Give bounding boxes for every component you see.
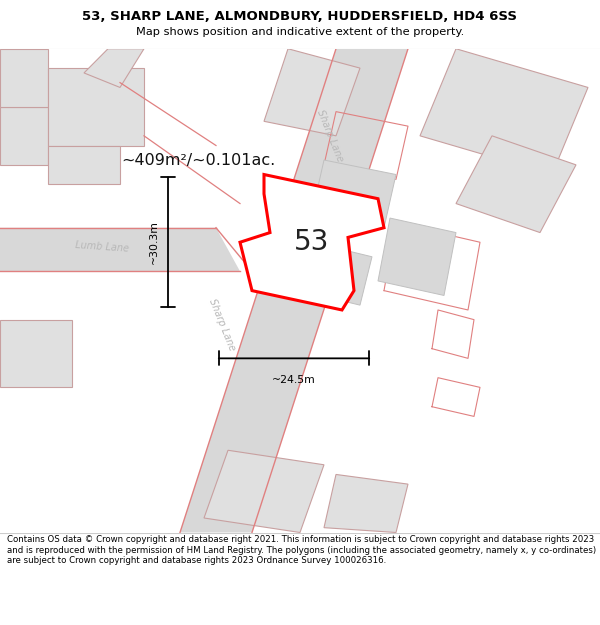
Polygon shape <box>0 107 48 165</box>
Polygon shape <box>0 319 72 388</box>
Polygon shape <box>180 49 408 532</box>
Polygon shape <box>300 242 372 305</box>
Text: 53, SHARP LANE, ALMONDBURY, HUDDERSFIELD, HD4 6SS: 53, SHARP LANE, ALMONDBURY, HUDDERSFIELD… <box>83 10 517 22</box>
Text: ~24.5m: ~24.5m <box>272 375 316 385</box>
Polygon shape <box>420 49 588 174</box>
Polygon shape <box>378 218 456 296</box>
Polygon shape <box>312 160 396 228</box>
Text: Contains OS data © Crown copyright and database right 2021. This information is : Contains OS data © Crown copyright and d… <box>7 535 596 565</box>
Polygon shape <box>324 474 408 532</box>
Polygon shape <box>204 450 324 532</box>
Text: 53: 53 <box>295 228 329 256</box>
Polygon shape <box>0 228 240 271</box>
Polygon shape <box>84 49 144 88</box>
Text: Lumb Lane: Lumb Lane <box>75 240 129 254</box>
Polygon shape <box>240 174 384 310</box>
Text: ~409m²/~0.101ac.: ~409m²/~0.101ac. <box>121 152 275 168</box>
Text: Sharp Lane: Sharp Lane <box>207 297 237 352</box>
Polygon shape <box>264 49 360 136</box>
Text: ~30.3m: ~30.3m <box>149 220 159 264</box>
Polygon shape <box>456 136 576 232</box>
Text: Map shows position and indicative extent of the property.: Map shows position and indicative extent… <box>136 26 464 36</box>
Polygon shape <box>48 68 144 146</box>
Polygon shape <box>0 49 48 107</box>
Text: Sharp Lane: Sharp Lane <box>315 108 345 163</box>
Polygon shape <box>48 146 120 184</box>
